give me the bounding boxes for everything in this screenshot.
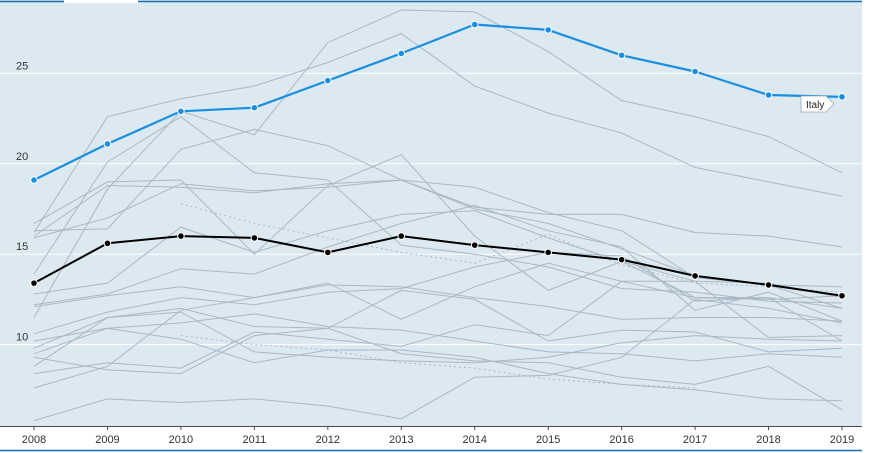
- y-grid: [0, 72, 862, 346]
- x-tick-label-2012: 2012: [316, 434, 340, 446]
- x-tick-label-2008: 2008: [22, 434, 46, 446]
- background-series: [33, 9, 843, 422]
- background-series-line-15: [33, 311, 843, 364]
- x-tick-label-2014: 2014: [462, 434, 486, 446]
- highlight-series-point-2011[interactable]: [250, 103, 259, 112]
- highlight-series-point-2008[interactable]: [30, 176, 38, 184]
- average-series-point-2012[interactable]: [324, 248, 332, 257]
- background-series-line-19: [33, 298, 843, 422]
- average-series-point-2010[interactable]: [177, 232, 185, 240]
- y-tick-label-20: 20: [16, 151, 28, 163]
- highlight-series: [30, 20, 846, 184]
- highlight-series-point-2016[interactable]: [617, 51, 626, 60]
- background-series-line-3: [33, 116, 843, 304]
- average-series: [30, 232, 846, 300]
- highlight-series-point-2014[interactable]: [470, 20, 479, 29]
- y-tick-label-10: 10: [16, 332, 28, 344]
- average-series-point-2016[interactable]: [617, 255, 626, 264]
- average-series-point-2008[interactable]: [30, 279, 38, 287]
- series-tooltip: Italy: [800, 95, 835, 113]
- y-tick-label-15: 15: [16, 241, 28, 253]
- y-axis-labels: 10 15 20 25: [16, 60, 28, 343]
- highlight-series-point-2009[interactable]: [103, 140, 112, 148]
- background-series-line-17: [33, 280, 843, 375]
- background-series-line-5: [33, 179, 843, 309]
- x-tick-label-2010: 2010: [169, 434, 193, 446]
- background-series-line-1: [33, 33, 843, 233]
- background-series-line-20: [180, 203, 843, 293]
- x-tick-label-2015: 2015: [536, 434, 560, 446]
- average-series-point-2017[interactable]: [691, 272, 699, 280]
- y-tick-label-25: 25: [16, 60, 28, 72]
- highlight-series-point-2010[interactable]: [177, 107, 185, 116]
- x-tick-label-2019: 2019: [830, 434, 854, 446]
- background-series-line-13: [33, 289, 843, 367]
- average-series-point-2019[interactable]: [838, 291, 846, 300]
- average-series-point-2009[interactable]: [103, 239, 112, 248]
- average-series-point-2011[interactable]: [250, 234, 259, 242]
- average-series-line: [33, 235, 843, 297]
- background-series-line-6: [33, 179, 843, 248]
- background-series-line-18: [33, 262, 843, 389]
- x-tick-label-2016: 2016: [609, 434, 633, 446]
- highlight-series-point-2015[interactable]: [544, 26, 552, 34]
- background-series-line-10: [33, 284, 843, 322]
- average-series-point-2013[interactable]: [397, 232, 406, 240]
- x-tick-label-2009: 2009: [95, 434, 119, 446]
- x-tick-label-2018: 2018: [756, 434, 780, 446]
- x-tick-label-2011: 2011: [243, 434, 267, 446]
- x-axis-labels: 2008 2009 2010 2011 2012 2013 2014 2015 2016 2017…: [22, 426, 854, 446]
- average-series-point-2015[interactable]: [544, 248, 552, 257]
- highlight-series-line: [33, 23, 843, 181]
- background-series-line-8: [33, 204, 843, 322]
- highlight-series-point-2012[interactable]: [324, 76, 332, 85]
- highlight-series-point-2017[interactable]: [691, 67, 699, 76]
- highlight-series-point-2013[interactable]: [397, 49, 406, 58]
- x-tick-label-2013: 2013: [389, 434, 413, 446]
- tooltip-box: [800, 95, 835, 113]
- background-series-line-12: [33, 327, 843, 402]
- background-series-line-21: [180, 335, 696, 389]
- average-series-point-2014[interactable]: [470, 241, 479, 249]
- highlight-series-point-2019[interactable]: [838, 93, 846, 101]
- x-tick-label-2017: 2017: [683, 434, 707, 446]
- background-series-line-16: [33, 327, 843, 411]
- tooltip-label: Italy: [806, 100, 824, 111]
- average-series-point-2018[interactable]: [764, 281, 773, 289]
- highlight-series-point-2018[interactable]: [764, 91, 773, 99]
